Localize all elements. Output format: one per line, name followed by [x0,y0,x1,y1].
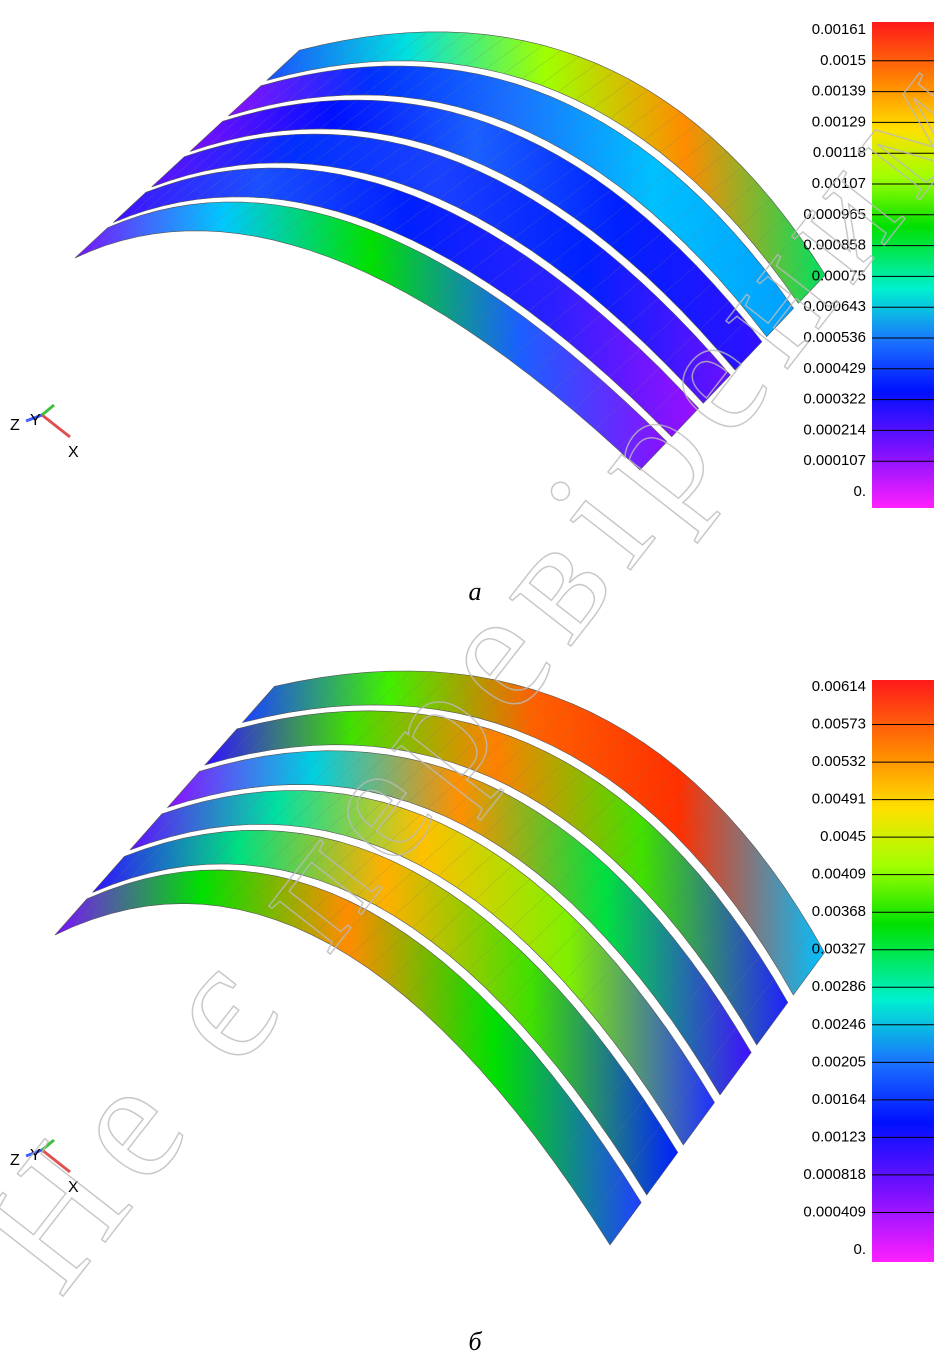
colorbar-label: 0.00205 [812,1053,866,1070]
colorbar-label: 0. [853,483,866,500]
colorbar-label: 0.0045 [820,828,866,845]
colorbar-label: 0.00614 [812,678,866,695]
colorbar-label: 0.00409 [812,866,866,883]
colorbar-label: 0.00164 [812,1091,866,1108]
figure: 0.001610.00150.001390.001290.001180.0010… [0,0,934,1361]
colorbar-label: 0.00368 [812,903,866,920]
colorbar-label: 0.000214 [803,421,866,438]
colorbar-label: 0.000818 [803,1166,866,1183]
colorbar-label: 0.00491 [812,791,866,808]
colorbar-label: 0. [853,1241,866,1258]
axis-label: X [68,444,79,461]
axis-label: Z [10,417,20,434]
colorbar-label: 0.00286 [812,978,866,995]
colorbar-label: 0.00246 [812,1016,866,1033]
axis-arrow [42,405,54,415]
colorbar-label: 0.000409 [803,1203,866,1220]
colorbar-label: 0.00123 [812,1128,866,1145]
axis-label: Y [30,412,41,429]
colorbar-label: 0.00573 [812,716,866,733]
caption: б [468,1327,482,1356]
colorbar-label: 0.000107 [803,452,866,469]
colorbar-label: 0.00327 [812,941,866,958]
axis-arrow [42,415,70,437]
colorbar-label: 0.00532 [812,753,866,770]
